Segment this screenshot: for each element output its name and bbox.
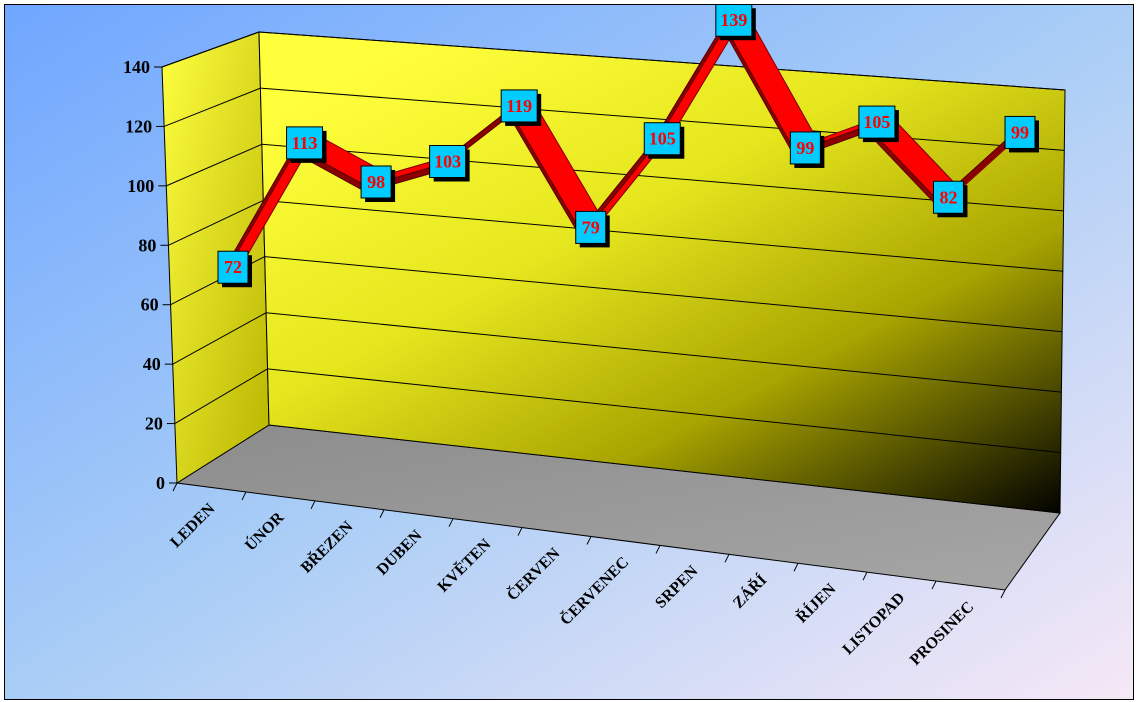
gridline-side bbox=[166, 143, 263, 187]
y-tick-label: 0 bbox=[156, 473, 165, 493]
y-tick-label: 120 bbox=[125, 116, 152, 136]
gridline-side bbox=[168, 199, 264, 246]
data-label: 79 bbox=[582, 217, 600, 237]
data-label: 113 bbox=[292, 133, 318, 153]
gridline-side bbox=[172, 312, 267, 365]
x-tick-mark bbox=[448, 518, 454, 527]
y-tick-label: 60 bbox=[141, 295, 159, 315]
x-tick-mark bbox=[724, 554, 730, 563]
x-tick-mark bbox=[172, 482, 178, 492]
data-label: 99 bbox=[1011, 122, 1029, 142]
x-tick-mark bbox=[586, 536, 592, 545]
x-tick-mark bbox=[379, 509, 385, 518]
data-label-box bbox=[715, 5, 753, 37]
x-tick-mark bbox=[862, 571, 868, 581]
gridline-back bbox=[258, 31, 1066, 91]
x-tick-mark bbox=[241, 491, 247, 501]
y-tick-label: 100 bbox=[127, 176, 154, 196]
y-tick-label: 20 bbox=[145, 414, 163, 434]
data-label-box bbox=[217, 250, 249, 284]
data-label: 82 bbox=[939, 187, 957, 207]
x-tick-mark bbox=[517, 527, 523, 536]
x-tick-mark bbox=[931, 580, 937, 590]
data-label: 98 bbox=[367, 172, 385, 192]
y-tick-label: 40 bbox=[143, 354, 161, 374]
data-label: 105 bbox=[649, 129, 676, 149]
data-label: 103 bbox=[434, 152, 461, 172]
gridline-back bbox=[266, 312, 1062, 393]
data-label-box bbox=[360, 165, 392, 199]
gridline-back bbox=[264, 256, 1063, 333]
chart-frame: 0 20 40 60 80 100 120 140 LEDEN ÚNOR BŘEZEN DUBEN KV… bbox=[4, 4, 1134, 700]
x-tick-mark bbox=[310, 500, 316, 510]
data-label-box bbox=[286, 126, 324, 160]
gridline-back bbox=[261, 143, 1064, 212]
data-label-box bbox=[429, 145, 467, 179]
gridline-back bbox=[263, 199, 1063, 272]
y-tick-label: 80 bbox=[138, 235, 156, 255]
gridline-side bbox=[161, 31, 260, 68]
data-label-box bbox=[643, 122, 681, 156]
x-tick-mark bbox=[1000, 589, 1006, 599]
gridline-side bbox=[163, 87, 261, 127]
chart-side-wall bbox=[161, 31, 270, 484]
data-label: 99 bbox=[796, 138, 814, 158]
gridline-back bbox=[260, 87, 1065, 151]
data-label-box bbox=[789, 131, 821, 165]
gridline-back bbox=[267, 368, 1061, 454]
x-tick-mark bbox=[793, 563, 799, 572]
data-label-box bbox=[858, 105, 896, 139]
data-label: 72 bbox=[224, 257, 242, 277]
gridline-side bbox=[174, 368, 268, 425]
data-label-box bbox=[932, 180, 964, 214]
data-label-box bbox=[500, 89, 538, 123]
x-tick-mark bbox=[655, 545, 661, 554]
data-label-box bbox=[575, 210, 607, 244]
y-tick-label: 140 bbox=[123, 57, 150, 77]
data-label: 105 bbox=[863, 112, 890, 132]
data-label: 119 bbox=[506, 96, 532, 116]
data-label: 139 bbox=[720, 10, 747, 30]
data-label-box bbox=[1004, 115, 1036, 149]
